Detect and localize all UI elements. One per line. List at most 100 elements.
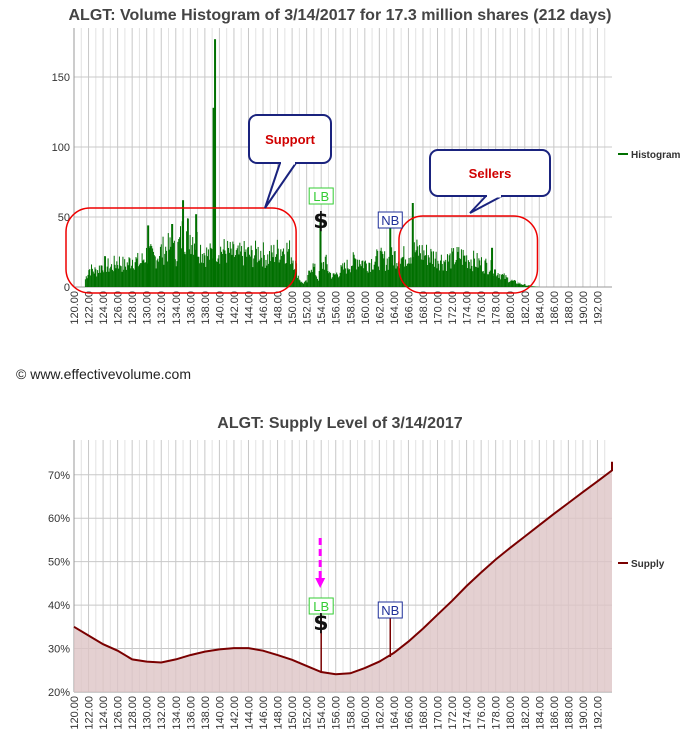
x-tick-label: 132.00 (156, 291, 168, 325)
histogram-bar (476, 253, 478, 287)
marker-label: NB (381, 603, 399, 618)
histogram-bar (208, 259, 210, 287)
histogram-bar (225, 253, 227, 287)
histogram-bar (215, 261, 217, 287)
histogram-bar (469, 268, 471, 287)
histogram-bar (245, 249, 247, 287)
histogram-spike (319, 219, 322, 287)
histogram-bar (184, 251, 186, 287)
x-tick-label: 138.00 (200, 291, 212, 325)
histogram-bar (166, 250, 168, 287)
histogram-bar (193, 254, 195, 287)
histogram-bar (382, 254, 384, 287)
histogram-bar (384, 251, 386, 287)
histogram-bar (263, 255, 265, 287)
histogram-bar (93, 273, 95, 287)
histogram-bar (346, 259, 348, 287)
histogram-bar (521, 284, 523, 287)
histogram-bar (250, 245, 252, 287)
histogram-bar (341, 266, 343, 287)
histogram-bar (497, 273, 499, 287)
x-tick-label: 134.00 (171, 291, 183, 325)
histogram-bar (239, 242, 241, 287)
histogram-bar (508, 281, 510, 287)
histogram-bar (335, 274, 337, 287)
histogram-bar (309, 272, 311, 287)
histogram-bar (273, 244, 275, 287)
x-tick-label: 188.00 (563, 291, 575, 325)
y-tick-label: 100 (52, 142, 70, 154)
histogram-bar (362, 260, 364, 287)
histogram-bar (403, 246, 405, 287)
histogram-bar (442, 270, 444, 287)
histogram-bar (419, 245, 421, 287)
histogram-bar (348, 269, 350, 287)
histogram-bar (298, 279, 300, 287)
histogram-bar (117, 264, 119, 287)
arrow-head (315, 578, 326, 588)
histogram-bar (202, 262, 204, 287)
histogram-bar (338, 276, 340, 287)
histogram-bar (419, 253, 421, 287)
histogram-bar (374, 261, 376, 287)
x-tick-label: 192.00 (592, 291, 604, 325)
histogram-bar (114, 264, 116, 287)
histogram-bar (244, 251, 246, 287)
x-tick-label: 152.00 (302, 696, 314, 730)
x-tick-label: 180.00 (505, 696, 517, 730)
histogram-bar (323, 261, 325, 287)
histogram-bar (480, 257, 482, 287)
histogram-bar (447, 261, 449, 287)
y-tick-label: 20% (48, 687, 70, 699)
histogram-bar (522, 284, 524, 287)
histogram-bar (304, 280, 306, 287)
histogram-bar (227, 240, 229, 287)
histogram-bar (165, 246, 167, 287)
histogram-bar (324, 256, 326, 287)
histogram-bar (441, 263, 443, 287)
histogram-bar (499, 274, 501, 287)
histogram-bar (486, 262, 488, 287)
histogram-bar (111, 269, 113, 287)
histogram-bar (477, 267, 479, 287)
y-tick-label: 30% (48, 644, 70, 656)
histogram-bar (427, 255, 429, 287)
y-tick-label: 70% (48, 470, 70, 482)
x-tick-label: 176.00 (476, 696, 488, 730)
x-tick-label: 146.00 (258, 291, 270, 325)
histogram-bar (351, 265, 353, 287)
histogram-bar (166, 261, 168, 287)
dollar-icon: $ (313, 209, 328, 234)
histogram-spike (147, 225, 150, 287)
histogram-bar (457, 251, 459, 287)
histogram-bar (159, 246, 161, 287)
marker-label: NB (381, 213, 399, 228)
x-tick-label: 178.00 (491, 696, 503, 730)
histogram-bar (344, 262, 346, 287)
histogram-bar (260, 250, 262, 287)
histogram-bar (474, 266, 476, 287)
histogram-bar (433, 251, 435, 287)
histogram-bar (150, 244, 152, 287)
histogram-bar (376, 249, 378, 287)
histogram-bar (315, 275, 317, 287)
histogram-bar (426, 244, 428, 287)
histogram-bar (309, 270, 311, 287)
histogram-bar (385, 270, 387, 287)
histogram-bar (267, 254, 269, 287)
histogram-bar (89, 269, 91, 287)
histogram-bar (395, 268, 397, 287)
histogram-bar (200, 262, 202, 287)
histogram-bar (186, 231, 188, 287)
y-tick-label: 0 (64, 282, 70, 294)
histogram-bar (291, 263, 293, 287)
histogram-bar (337, 274, 339, 287)
histogram-bar (313, 266, 315, 287)
histogram-bar (289, 264, 291, 287)
histogram-bar (386, 258, 388, 287)
histogram-bar (275, 256, 277, 287)
histogram-bar (177, 241, 179, 287)
histogram-bar (218, 255, 220, 287)
histogram-bar (282, 248, 284, 287)
histogram-bar (132, 259, 134, 287)
